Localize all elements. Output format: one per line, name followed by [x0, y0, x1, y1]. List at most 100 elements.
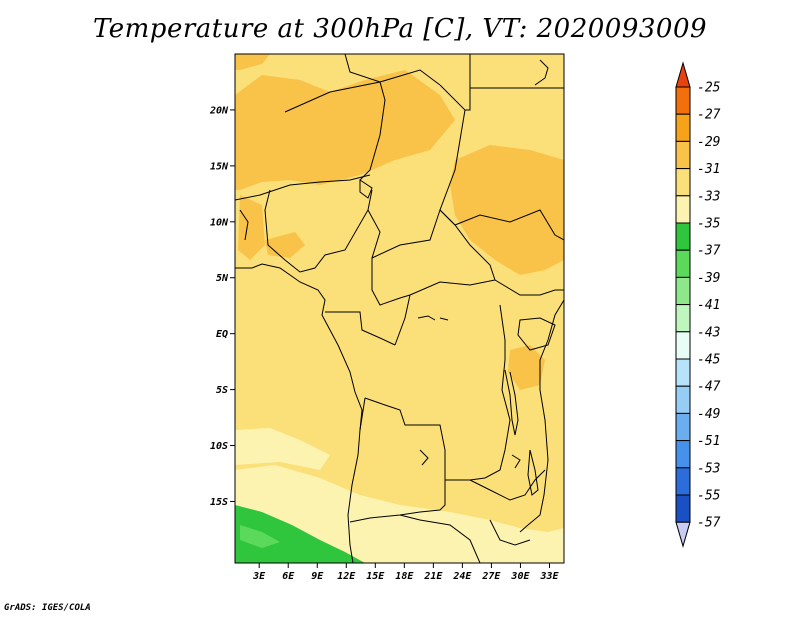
- x-axis: 3E 6E 9E 12E 15E 18E 21E 24E 27E 30E 33E: [252, 563, 559, 582]
- cold-region-southwest: [235, 505, 365, 563]
- colorbar-segment: [675, 331, 691, 360]
- warm-region-top-left: [235, 54, 270, 70]
- border-sahel-1: [235, 174, 371, 201]
- colorbar-label: -55: [697, 489, 721, 504]
- map-panel: [234, 53, 565, 564]
- map-frame: [234, 53, 565, 564]
- x-tick-label: 18E: [395, 571, 414, 582]
- lake-small-3: [419, 449, 429, 466]
- border-north-2: [284, 81, 381, 113]
- cool-region-tail: [235, 428, 330, 470]
- lake-small-1: [417, 315, 436, 321]
- x-tick-label: 21E: [423, 571, 443, 582]
- warm-region-north-east: [450, 145, 564, 275]
- colorbar-label: -35: [697, 217, 721, 232]
- grads-credit: GrADS: IGES/COLA: [4, 603, 91, 613]
- colorbar-label: -49: [697, 407, 720, 422]
- x-tick-label: 6E: [282, 571, 295, 582]
- coastline-west-africa: [235, 263, 363, 563]
- border-north-3: [359, 81, 386, 181]
- x-tick-label: 12E: [337, 571, 356, 582]
- border-south-2: [489, 519, 531, 546]
- plot-title: Temperature at 300hPa [C], VT: 202009300…: [92, 14, 708, 44]
- colorbar-label: -53: [697, 461, 720, 476]
- colorbar-label: -25: [697, 81, 721, 96]
- y-tick-label: 5S: [216, 385, 228, 396]
- y-tick-label: 10S: [210, 441, 228, 452]
- colorbar-label: -29: [697, 135, 720, 150]
- border-east-coast-small: [534, 59, 549, 86]
- border-lakes: [517, 317, 556, 351]
- colorbar-label: -45: [697, 353, 721, 368]
- colorbar-label: -51: [697, 434, 720, 449]
- lake-tanganyika: [504, 369, 519, 436]
- temperature-shading: [235, 54, 564, 563]
- boundaries: [235, 54, 564, 563]
- colorbar-segment: [675, 412, 691, 442]
- coastline-east-africa: [519, 299, 564, 533]
- colorbar-segment: [675, 222, 691, 251]
- colorbar-segment: [675, 304, 691, 333]
- x-tick-label: 27E: [481, 571, 501, 582]
- border-congo-1: [325, 311, 396, 346]
- colorbar-segment: [675, 276, 691, 306]
- border-drc-east: [469, 304, 511, 481]
- y-tick-label: 15S: [210, 497, 228, 508]
- x-tick-label: 3E: [252, 571, 266, 582]
- colorbar-segment: [675, 249, 691, 278]
- colorbar-segment: [675, 467, 691, 496]
- colorbar-segment: [675, 168, 691, 197]
- colorbar: -25 -27 -29 -31 -33 -35 -37 -39 -41 -43 -45 -47 -49 -…: [675, 61, 721, 548]
- border-south-sudan: [494, 279, 564, 296]
- colorbar-label: -47: [697, 380, 721, 395]
- colorbar-segment: [675, 86, 691, 115]
- colorbar-label: -37: [697, 244, 721, 259]
- y-axis: 20N 15N 10N 5N EQ 5S 10S 15S: [209, 105, 235, 508]
- y-tick-label: 20N: [209, 105, 229, 116]
- colorbar-segment: [675, 385, 691, 414]
- warm-region-north-west: [235, 70, 455, 190]
- border-west-small: [239, 209, 249, 241]
- x-tick-label: 24E: [452, 571, 472, 582]
- border-north-5: [465, 54, 471, 111]
- colorbar-label: -27: [697, 108, 721, 123]
- colorbar-segment: [675, 440, 691, 469]
- y-tick-label: 5N: [216, 273, 229, 284]
- colorbar-segment: [675, 113, 691, 142]
- colorbar-label: -57: [697, 516, 721, 531]
- cool-region-south: [235, 465, 564, 563]
- x-tick-label: 30E: [510, 571, 530, 582]
- warm-region-lake-victoria: [508, 345, 545, 390]
- colorbar-label: -33: [697, 189, 720, 204]
- colorbar-label: -43: [697, 325, 720, 340]
- colorbar-label: -41: [697, 298, 720, 313]
- y-tick-label: EQ: [216, 329, 228, 340]
- border-sudan: [454, 209, 564, 241]
- colorbar-bottom-arrow: [675, 521, 691, 548]
- border-south-1: [399, 514, 481, 563]
- y-tick-label: 10N: [210, 217, 229, 228]
- x-tick-label: 15E: [366, 571, 385, 582]
- border-angola: [349, 397, 446, 523]
- colorbar-label: -39: [697, 271, 720, 286]
- lake-small-2: [439, 317, 449, 321]
- border-drc-south: [364, 397, 470, 481]
- lake-small-4: [511, 454, 521, 469]
- colorbar-segment: [675, 494, 691, 523]
- colorbar-segment: [675, 140, 691, 170]
- cold-region-inner: [240, 525, 280, 548]
- colorbar-top-arrow: [675, 61, 691, 88]
- colorbar-segment: [675, 358, 691, 387]
- border-nigeria: [264, 189, 373, 273]
- lake-malawi: [527, 449, 539, 496]
- x-tick-label: 9E: [311, 571, 324, 582]
- border-congo-2: [394, 294, 411, 346]
- lake-chad: [359, 179, 373, 199]
- y-tick-label: 15N: [210, 161, 229, 172]
- border-car: [371, 209, 496, 296]
- colorbar-segment: [675, 195, 691, 224]
- colorbar-label: -31: [697, 162, 720, 177]
- warm-region-west-coast: [238, 195, 265, 260]
- border-cameroon: [367, 209, 411, 306]
